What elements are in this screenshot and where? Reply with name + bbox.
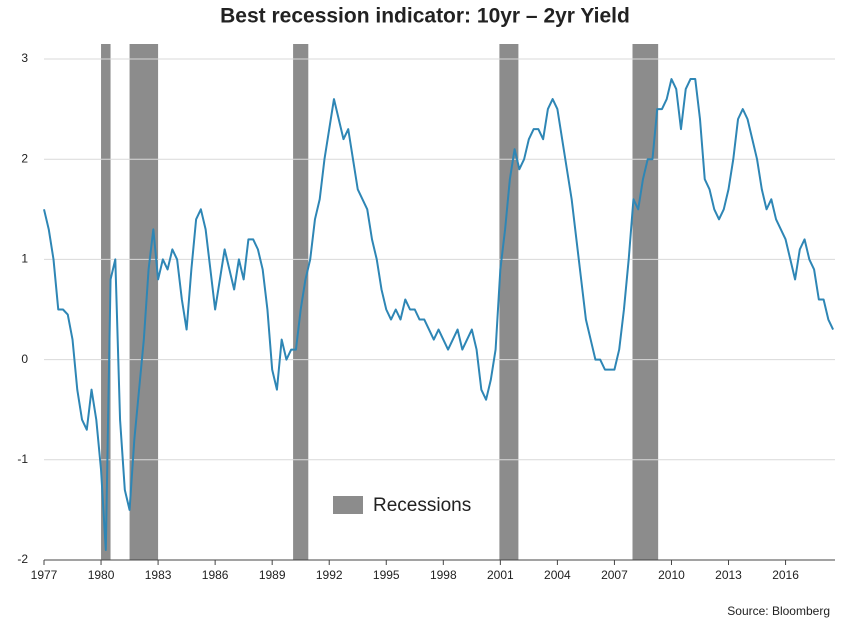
y-tick-label: -1 [17, 452, 28, 466]
y-tick-label: 1 [21, 252, 28, 266]
y-tick-label: 2 [21, 151, 28, 165]
x-tick-label: 1983 [145, 568, 172, 582]
legend-label: Recessions [373, 495, 471, 516]
x-tick-label: 1995 [373, 568, 400, 582]
y-tick-label: 3 [21, 51, 28, 65]
recession-band [293, 44, 309, 560]
x-tick-label: 2013 [715, 568, 742, 582]
x-tick-label: 1980 [88, 568, 115, 582]
chart-title: Best recession indicator: 10yr – 2yr Yie… [220, 5, 630, 28]
legend-swatch [333, 496, 363, 514]
recession-band [632, 44, 659, 560]
recession-band [129, 44, 159, 560]
x-tick-label: 2007 [601, 568, 628, 582]
x-tick-label: 2001 [487, 568, 514, 582]
x-tick-label: 1986 [202, 568, 229, 582]
recession-band [101, 44, 111, 560]
recession-band [499, 44, 519, 560]
x-tick-label: 1998 [430, 568, 457, 582]
x-tick-label: 1977 [31, 568, 58, 582]
data-line [43, 78, 835, 551]
source-note: Source: Bloomberg [727, 604, 830, 618]
x-tick-label: 2010 [658, 568, 685, 582]
y-tick-label: -2 [17, 552, 28, 566]
x-tick-label: 1989 [259, 568, 286, 582]
y-tick-label: 0 [21, 352, 28, 366]
x-tick-label: 2016 [772, 568, 799, 582]
x-tick-label: 1992 [316, 568, 343, 582]
x-tick-label: 2004 [544, 568, 571, 582]
